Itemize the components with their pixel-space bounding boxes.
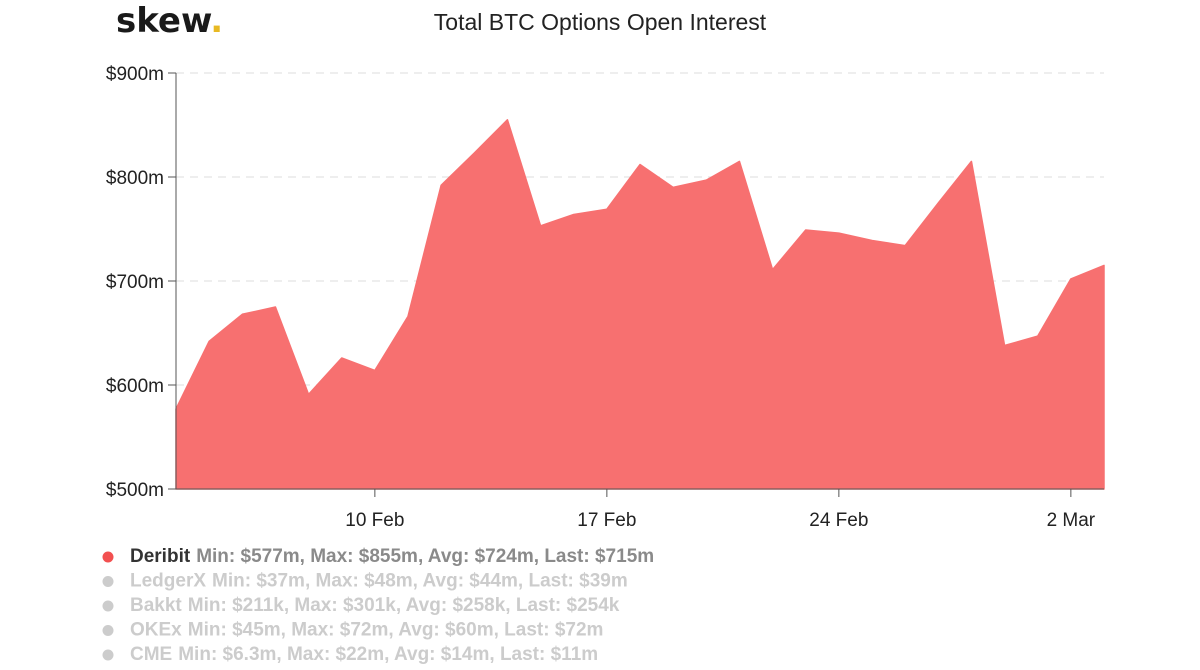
legend-series-stats: Min: $45m, Max: $72m, Avg: $60m, Last: $… — [188, 620, 604, 641]
legend-item-deribit[interactable]: Deribit Min: $577m, Max: $855m, Avg: $724… — [102, 546, 655, 567]
legend-marker — [102, 600, 114, 612]
brand-name: skew — [116, 1, 212, 41]
legend-label: OKEx Min: $45m, Max: $72m, Avg: $60m, Las… — [130, 620, 603, 641]
legend-series-name: CME — [130, 644, 172, 665]
legend-label: CME Min: $6.3m, Max: $22m, Avg: $14m, Las… — [130, 644, 598, 665]
legend-marker — [102, 576, 114, 587]
axes: $500m $600m $700m $800m $900m 10 Feb 17 Feb 24 … — [106, 64, 1104, 531]
brand-logo: skew. — [116, 1, 223, 41]
x-tick-label: 2 Mar — [1047, 510, 1096, 531]
legend-series-stats: Min: $211k, Max: $301k, Avg: $258k, Last… — [188, 595, 620, 616]
legend-marker — [102, 625, 114, 636]
legend-item-bakkt[interactable]: Bakkt Min: $211k, Max: $301k, Avg: $258k,… — [102, 595, 620, 616]
x-tick-label: 10 Feb — [345, 510, 404, 531]
y-tick-label: $800m — [106, 168, 164, 189]
y-tick-label: $500m — [106, 480, 164, 501]
y-tick-label: $600m — [106, 376, 164, 397]
legend-label: LedgerX Min: $37m, Max: $48m, Avg: $44m, … — [130, 571, 628, 592]
brand-dot: . — [210, 1, 223, 41]
chart-title: Total BTC Options Open Interest — [434, 9, 767, 35]
legend-item-okex[interactable]: OKEx Min: $45m, Max: $72m, Avg: $60m, Las… — [102, 620, 604, 641]
legend: Deribit Min: $577m, Max: $855m, Avg: $724… — [102, 546, 655, 665]
series-area-deribit — [175, 119, 1105, 490]
y-tick-label: $700m — [106, 272, 164, 293]
y-tick-label: $900m — [106, 64, 164, 85]
legend-series-stats: Min: $37m, Max: $48m, Avg: $44m, Last: $… — [212, 571, 628, 592]
series-area-layer — [175, 119, 1105, 490]
legend-marker — [102, 649, 114, 661]
legend-label: Bakkt Min: $211k, Max: $301k, Avg: $258k,… — [130, 595, 620, 616]
legend-marker — [102, 551, 114, 563]
x-tick-label: 17 Feb — [577, 510, 636, 531]
svg-text:skew.: skew. — [116, 1, 223, 41]
legend-series-name: Deribit — [130, 546, 191, 567]
x-tick-label: 24 Feb — [809, 510, 868, 531]
legend-series-name: Bakkt — [130, 595, 182, 616]
legend-item-cme[interactable]: CME Min: $6.3m, Max: $22m, Avg: $14m, Las… — [102, 644, 599, 665]
legend-series-stats: Min: $577m, Max: $855m, Avg: $724m, Last… — [196, 546, 654, 567]
legend-series-name: LedgerX — [130, 571, 206, 592]
legend-label: Deribit Min: $577m, Max: $855m, Avg: $724… — [130, 546, 654, 567]
legend-item-ledgerx[interactable]: LedgerX Min: $37m, Max: $48m, Avg: $44m, … — [102, 571, 628, 592]
legend-series-stats: Min: $6.3m, Max: $22m, Avg: $14m, Last: … — [178, 644, 598, 665]
legend-series-name: OKEx — [130, 620, 182, 641]
